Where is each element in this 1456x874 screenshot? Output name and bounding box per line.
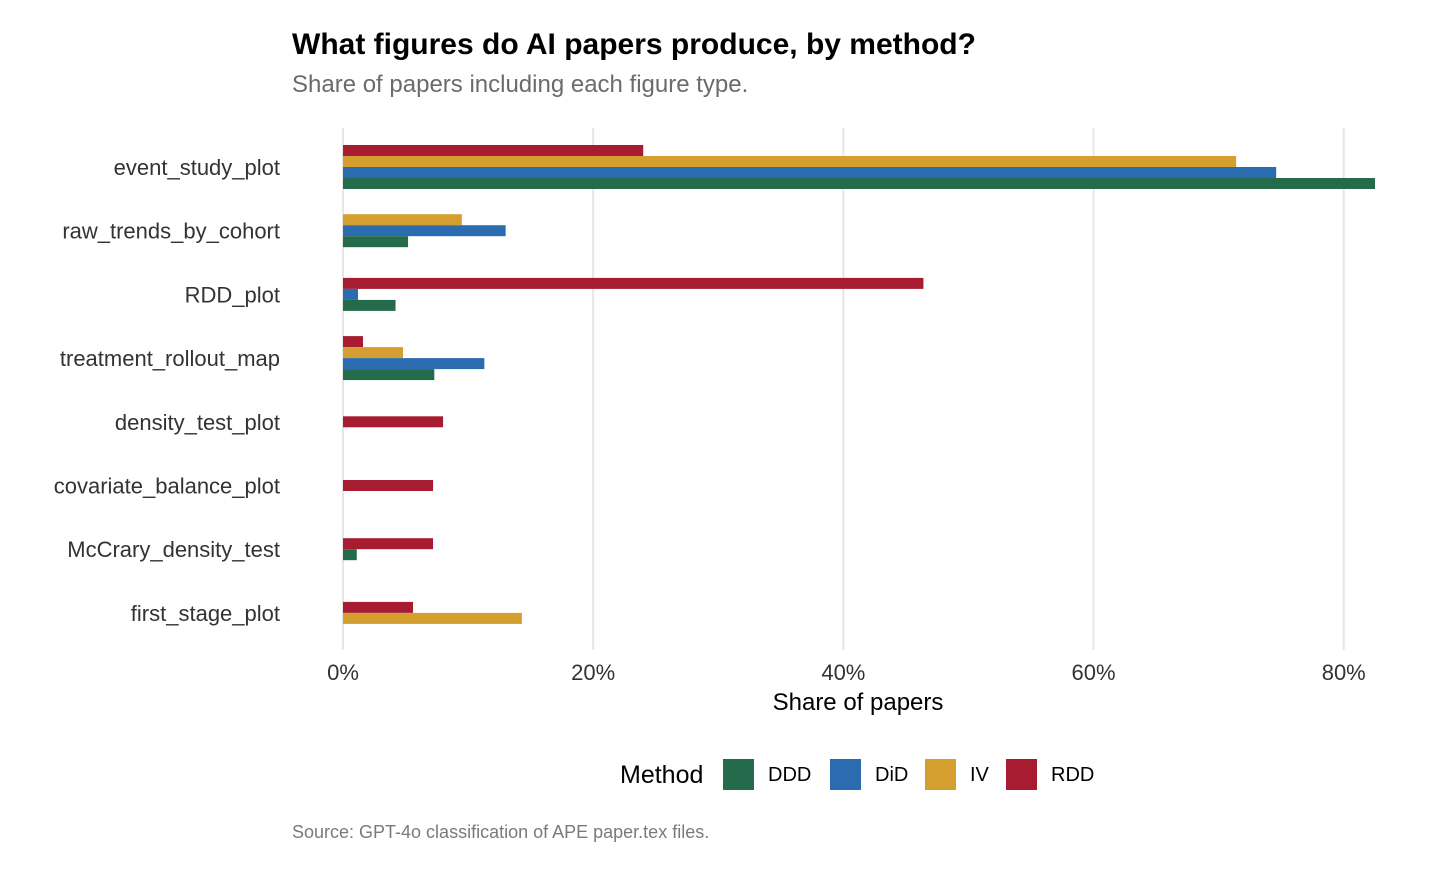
legend-swatch-IV	[925, 759, 956, 790]
bar-event_study_plot-DDD	[343, 178, 1375, 189]
x-tick-label: 0%	[327, 660, 359, 685]
category-label-first_stage_plot: first_stage_plot	[131, 601, 280, 626]
bar-RDD_plot-DDD	[343, 299, 396, 311]
x-axis-title: Share of papers	[773, 689, 944, 716]
chart-caption: Source: GPT-4o classification of APE pap…	[292, 822, 709, 842]
legend-swatch-RDD	[1006, 759, 1037, 790]
bar-raw_trends_by_cohort-DiD	[343, 225, 506, 237]
chart-title: What figures do AI papers produce, by me…	[292, 28, 976, 61]
category-label-raw_trends_by_cohort: raw_trends_by_cohort	[62, 219, 280, 244]
x-tick-label: 40%	[821, 660, 865, 685]
bar-treatment_rollout_map-DiD	[343, 358, 485, 370]
legend-label-RDD: RDD	[1051, 764, 1094, 786]
x-tick-label: 20%	[571, 660, 615, 685]
legend-swatch-DDD	[723, 759, 754, 790]
legend-label-DiD: DiD	[875, 764, 908, 786]
bar-event_study_plot-IV	[343, 156, 1237, 167]
gridlines	[342, 128, 1345, 650]
x-tick-label: 80%	[1322, 660, 1366, 685]
bar-RDD_plot-RDD	[343, 277, 924, 289]
category-label-event_study_plot: event_study_plot	[114, 155, 280, 180]
category-label-covariate_balance_plot: covariate_balance_plot	[54, 474, 280, 499]
bar-McCrary_density_test-RDD	[343, 538, 434, 550]
category-label-treatment_rollout_map: treatment_rollout_map	[60, 346, 280, 371]
bar-density_test_plot-RDD	[343, 416, 444, 428]
category-label-density_test_plot: density_test_plot	[115, 410, 280, 435]
bar-first_stage_plot-RDD	[343, 601, 414, 613]
legend-items: DDD DiD IV RDD	[723, 759, 1094, 790]
legend-swatch-DiD	[830, 759, 861, 790]
bar-treatment_rollout_map-DDD	[343, 369, 435, 381]
bar-raw_trends_by_cohort-IV	[343, 214, 462, 226]
legend-label-IV: IV	[970, 764, 990, 786]
bar-covariate_balance_plot-RDD	[343, 480, 434, 491]
bar-McCrary_density_test-DDD	[343, 549, 357, 561]
x-tick-label: 60%	[1072, 660, 1116, 685]
bar-event_study_plot-DiD	[343, 167, 1277, 178]
chart-subtitle: Share of papers including each figure ty…	[292, 71, 748, 98]
bar-first_stage_plot-IV	[343, 612, 522, 624]
bar-RDD_plot-DiD	[343, 288, 359, 300]
legend: Method DDD DiD IV RDD	[620, 759, 1094, 790]
x-tick-labels: 0% 20% 40% 60% 80%	[327, 660, 1366, 685]
bar-treatment_rollout_map-RDD	[343, 336, 364, 348]
bar-raw_trends_by_cohort-DDD	[343, 236, 409, 248]
bar-event_study_plot-RDD	[343, 145, 644, 156]
category-label-RDD_plot: RDD_plot	[185, 282, 280, 307]
category-label-McCrary_density_test: McCrary_density_test	[67, 537, 280, 562]
bar-treatment_rollout_map-IV	[343, 347, 404, 359]
legend-label-DDD: DDD	[768, 764, 811, 786]
legend-title: Method	[620, 761, 703, 789]
category-labels: event_study_plot raw_trends_by_cohort RDD_…	[54, 155, 280, 626]
bars	[343, 145, 1375, 624]
